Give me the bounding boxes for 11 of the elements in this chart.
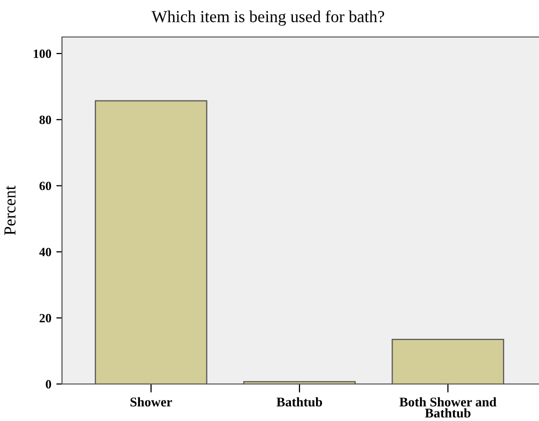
chart-title: Which item is being used for bath? (152, 10, 384, 26)
x-tick-label: Shower (130, 397, 172, 406)
y-tick-label: 20 (40, 314, 52, 322)
y-tick-label: 60 (40, 182, 52, 190)
y-axis-title: Percent (4, 186, 16, 236)
y-tick-label: 0 (46, 380, 52, 388)
y-tick-label: 80 (40, 116, 52, 124)
y-tick-label: 100 (34, 50, 52, 58)
y-tick-label: 40 (39, 248, 52, 256)
x-tick-label: Both Shower and Bathtub (399, 397, 496, 418)
x-tick-label: Bathtub (276, 397, 322, 407)
